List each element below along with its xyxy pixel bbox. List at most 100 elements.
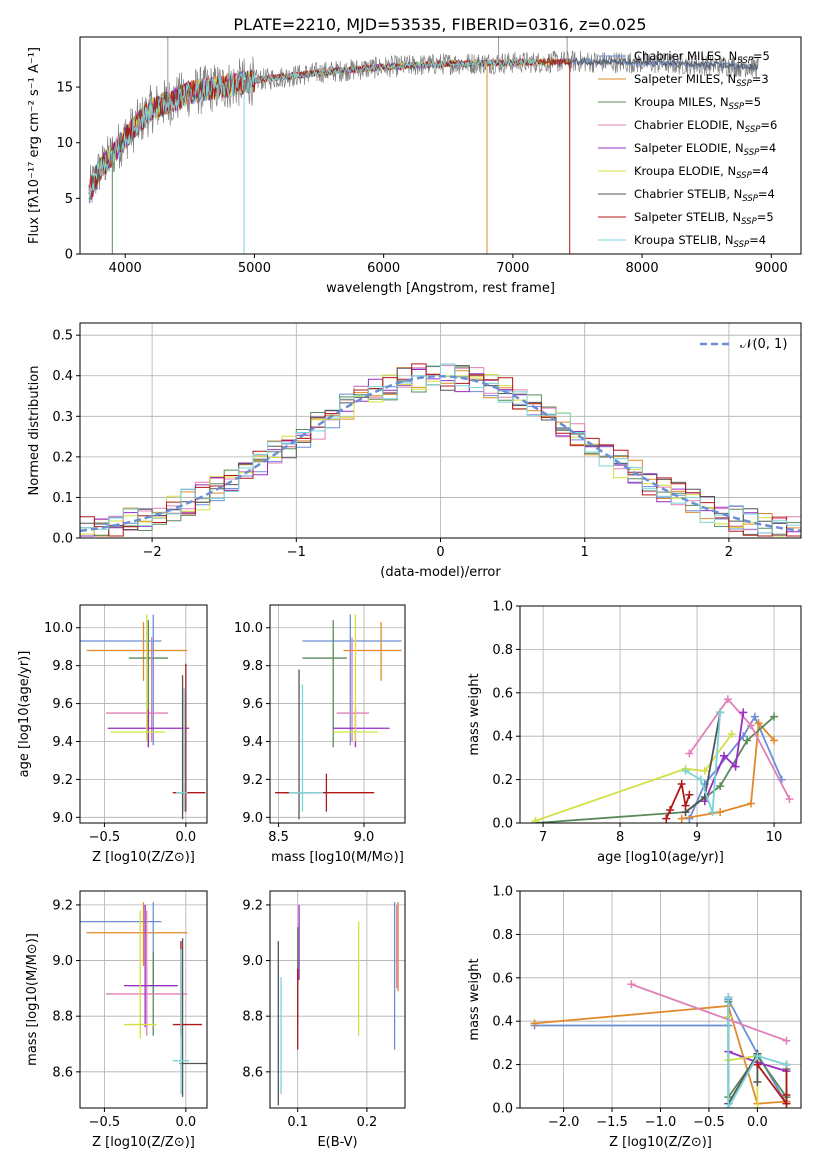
weight-point-marker	[750, 712, 759, 721]
weight-point-marker	[530, 1019, 539, 1028]
weight-point-marker	[681, 801, 690, 810]
y-tick-label: 0.4	[492, 730, 513, 745]
y-tick-label: 0.0	[52, 532, 73, 547]
x-axis-label: Z [log10(Z/Z⊙)]	[92, 1135, 195, 1150]
y-tick-label: 9.4	[52, 735, 73, 750]
y-axis-label: age [log10(age/yr)]	[17, 651, 32, 778]
figure-title: PLATE=2210, MJD=53535, FIBERID=0316, z=0…	[233, 15, 646, 34]
panel-weight_vs_age: 7 8 9 10 0.0 0.2 0.4 0.6 0.8 1.0 age [log10(age/yr…	[467, 600, 802, 865]
panel-spectrum: 4000 5000 6000 7000 8000 9000 0 5 10 15 wavelength…	[27, 36, 802, 296]
x-tick-label: 9	[693, 830, 701, 845]
model-spectrum	[88, 58, 540, 202]
y-tick-label: 1.0	[492, 885, 513, 900]
weight-point-marker	[627, 980, 636, 989]
x-tick-label: 0.0	[175, 1115, 196, 1130]
x-tick-label: 1	[581, 545, 589, 560]
panel-mass_vs_Z: −0.5 0.0 8.6 8.8 9.0 9.2 Z [log10(Z/Z⊙)] mass […	[25, 890, 208, 1150]
y-tick-label: 9.2	[242, 898, 263, 913]
x-tick-label: −1.5	[596, 1115, 628, 1130]
weight-point-marker	[677, 814, 686, 823]
plot-area	[80, 363, 801, 538]
y-tick-label: 9.2	[52, 773, 73, 788]
plot-area	[530, 980, 791, 1108]
residual-histogram	[80, 363, 801, 538]
x-tick-label: 4000	[109, 261, 142, 276]
weight-point-marker	[753, 1051, 762, 1060]
y-axis-label: mass weight	[467, 673, 482, 755]
weight-series-line	[534, 1005, 787, 1105]
weight-point-marker	[685, 790, 694, 799]
x-axis-label: (data-model)/error	[380, 565, 501, 580]
model-spectrum	[88, 58, 540, 197]
x-tick-label: 5000	[238, 261, 271, 276]
weight-point-marker	[724, 1104, 733, 1108]
y-tick-label: 0.6	[492, 686, 513, 701]
normal-reference-curve	[80, 374, 801, 533]
y-tick-label: 9.6	[242, 697, 263, 712]
axes-frame	[519, 605, 802, 824]
plot-area	[80, 902, 207, 1097]
weight-point-marker	[716, 808, 725, 817]
weight-point-marker	[782, 1036, 791, 1045]
weight-point-marker	[753, 1077, 762, 1086]
x-tick-label: 7000	[496, 261, 529, 276]
weight-point-marker	[716, 708, 725, 717]
x-tick-label: 9000	[755, 261, 788, 276]
y-tick-label: 9.4	[242, 735, 263, 750]
weight-point-marker	[746, 721, 755, 730]
legend-entry: Kroupa MILES, NSSP=5	[634, 95, 761, 112]
y-tick-label: 0.8	[492, 643, 513, 658]
x-tick-label: 0.2	[357, 1115, 378, 1130]
y-tick-label: 0.1	[52, 491, 73, 506]
x-tick-label: 0	[436, 545, 444, 560]
y-tick-label: 0.0	[492, 817, 513, 832]
plot-area	[531, 695, 794, 823]
weight-point-marker	[770, 736, 779, 745]
y-tick-label: 9.6	[52, 697, 73, 712]
weight-point-marker	[753, 1060, 762, 1069]
y-tick-label: 0.2	[52, 450, 73, 465]
weight-point-marker	[724, 993, 733, 1002]
weight-point-marker	[782, 1099, 791, 1108]
weight-point-marker	[785, 795, 794, 804]
y-tick-label: 8.8	[242, 1010, 263, 1025]
y-tick-label: 0.4	[52, 369, 73, 384]
y-tick-label: 8.8	[52, 1010, 73, 1025]
x-tick-label: −1	[287, 545, 306, 560]
x-tick-label: −0.5	[89, 1115, 121, 1130]
y-tick-label: 5	[65, 192, 73, 207]
weight-point-marker	[743, 736, 752, 745]
legend-entry: Chabrier ELODIE, NSSP=6	[634, 118, 777, 135]
x-axis-label: E(B-V)	[317, 1135, 357, 1150]
weight-point-marker	[662, 814, 671, 823]
weight-point-marker	[753, 1104, 762, 1108]
model-spectrum	[88, 57, 571, 199]
y-tick-label: 10.0	[44, 621, 73, 636]
y-axis-label: Flux [fλ10⁻¹⁷ erg cm⁻² s⁻¹ A⁻¹]	[27, 47, 42, 244]
legend-entry: Salpeter ELODIE, NSSP=4	[634, 141, 776, 158]
x-tick-label: −2.0	[548, 1115, 580, 1130]
plot-area	[80, 614, 206, 820]
weight-point-marker	[782, 1090, 791, 1099]
y-tick-label: 9.0	[52, 954, 73, 969]
x-axis-label: Z [log10(Z/Z⊙)]	[92, 850, 195, 865]
legend-entry: Salpeter MILES, NSSP=3	[634, 72, 769, 89]
axes-frame	[79, 890, 208, 1109]
model-spectrum	[88, 57, 552, 201]
model-spectrum	[88, 57, 571, 198]
plot-area	[277, 902, 399, 1106]
x-tick-label: 8000	[626, 261, 659, 276]
y-tick-label: 8.6	[242, 1065, 263, 1080]
panel-residuals: −2 −1 0 1 2 0.0 0.1 0.2 0.3 0.4 0.5 (data-model)/er…	[27, 322, 802, 580]
y-tick-label: 9.0	[242, 811, 263, 826]
weight-point-marker	[681, 766, 690, 775]
y-tick-label: 9.8	[52, 659, 73, 674]
x-tick-label: 2	[725, 545, 733, 560]
y-tick-label: 0.6	[492, 971, 513, 986]
legend-entry: Kroupa ELODIE, NSSP=4	[634, 164, 769, 181]
legend-entry: Kroupa STELIB, NSSP=4	[634, 233, 766, 250]
weight-point-marker	[727, 730, 736, 739]
weight-point-marker	[708, 808, 717, 817]
panel-age_vs_Z: −0.5 0.0 9.0 9.2 9.4 9.6 9.8 10.0 Z [log10(Z/Z⊙)…	[17, 604, 208, 865]
